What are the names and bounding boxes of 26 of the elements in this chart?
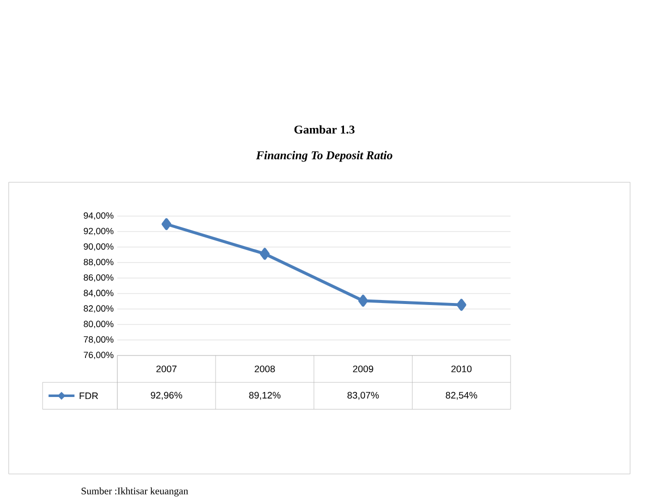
y-tick-label: 84,00% [84, 290, 114, 298]
data-label: 89,12% [249, 392, 280, 400]
y-tick-label: 80,00% [84, 320, 114, 328]
legend-label: FDR [80, 392, 98, 400]
y-tick-label: 82,00% [84, 305, 114, 313]
y-tick-label: 76,00% [84, 352, 114, 360]
data-label: 83,07% [347, 392, 379, 400]
y-tick-label: 88,00% [84, 258, 114, 266]
point [358, 294, 368, 307]
point [456, 298, 466, 311]
x-tick-label: 2009 [353, 366, 374, 372]
y-tick-label: 90,00% [84, 243, 114, 251]
data-label: 82,54% [446, 392, 478, 400]
chart-title: Gambar 1.3 [294, 125, 354, 134]
point [260, 248, 270, 260]
x-tick-label: 2008 [254, 366, 275, 372]
y-tick-label: 92,00% [84, 228, 114, 236]
text: Sumber :Ikhtisar keuangan [82, 487, 188, 496]
data-label: 92,96% [150, 392, 182, 400]
point [162, 218, 172, 230]
x-tick-label: 2007 [156, 366, 176, 372]
chart-subtitle: Financing To Deposit Ratio [256, 150, 392, 162]
y-tick-label: 94,00% [84, 212, 114, 220]
x-tick-label: 2010 [451, 366, 472, 372]
y-tick-label: 78,00% [84, 336, 114, 344]
y-tick-label: 86,00% [84, 274, 114, 282]
